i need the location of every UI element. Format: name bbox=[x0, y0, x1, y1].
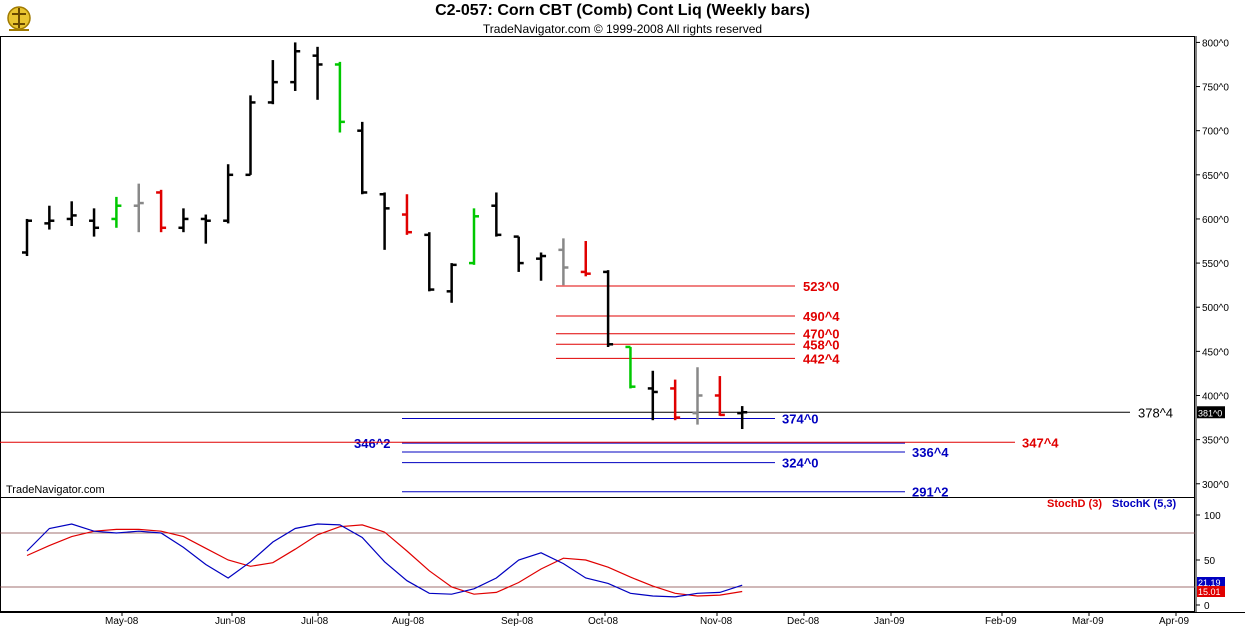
ohlc-bar bbox=[737, 406, 748, 430]
oscillator-panel-border bbox=[0, 497, 1195, 612]
x-tick-label: Apr-09 bbox=[1159, 616, 1189, 627]
ohlc-bar bbox=[692, 367, 703, 425]
y-tick-label: 650^0 bbox=[1202, 171, 1229, 182]
x-tick-label: Sep-08 bbox=[501, 616, 534, 627]
ohlc-bar bbox=[22, 218, 32, 257]
chart-title: C2-057: Corn CBT (Comb) Cont Liq (Weekly… bbox=[435, 2, 810, 19]
level-label: 458^0 bbox=[803, 337, 840, 352]
y-tick-label: 300^0 bbox=[1202, 480, 1229, 491]
stochd-badge-text: 15.01 bbox=[1198, 587, 1221, 597]
ohlc-bar bbox=[44, 205, 55, 230]
stochk-badge bbox=[1197, 577, 1225, 588]
price-panel-border bbox=[0, 36, 1195, 498]
y-tick-label: 750^0 bbox=[1202, 83, 1229, 94]
ohlc-bar bbox=[156, 189, 167, 233]
y-tick-label: 450^0 bbox=[1202, 347, 1229, 358]
ohlc-bar bbox=[111, 196, 122, 228]
y-tick-label: 350^0 bbox=[1202, 436, 1229, 447]
y-tick-label: 600^0 bbox=[1202, 215, 1229, 226]
ohlc-bar bbox=[312, 46, 323, 100]
x-tick-label: Jun-08 bbox=[215, 616, 246, 627]
ohlc-bar bbox=[536, 252, 547, 281]
watermark-text: TradeNavigator.com bbox=[6, 484, 105, 496]
legend-stochk: StochK (5,3) bbox=[1112, 498, 1177, 510]
ohlc-bar bbox=[513, 235, 524, 272]
ohlc-bar bbox=[245, 95, 256, 177]
level-label: 291^2 bbox=[912, 485, 949, 500]
ohlc-bar bbox=[379, 192, 390, 250]
level-label: 490^4 bbox=[803, 309, 840, 324]
y-tick-label: 800^0 bbox=[1202, 38, 1229, 49]
ohlc-bar bbox=[491, 192, 502, 237]
ohlc-bar bbox=[66, 201, 77, 227]
ohlc-bar bbox=[334, 61, 345, 133]
ohlc-bar bbox=[267, 60, 278, 105]
ohlc-bar bbox=[133, 183, 144, 233]
ohlc-bar bbox=[558, 238, 569, 286]
stochd-line bbox=[26, 524, 743, 597]
level-label: 374^0 bbox=[782, 411, 819, 426]
level-label: 336^4 bbox=[912, 445, 949, 460]
stochk-badge-text: 21.19 bbox=[1198, 578, 1221, 588]
level-label: 442^4 bbox=[803, 351, 840, 366]
osc-y-tick-label: 100 bbox=[1204, 511, 1221, 522]
ohlc-bar bbox=[603, 270, 614, 347]
ohlc-bar bbox=[290, 42, 301, 91]
current-price-label: 378^4 bbox=[1138, 405, 1173, 420]
x-tick-label: Dec-08 bbox=[787, 616, 820, 627]
ohlc-bar bbox=[223, 164, 234, 224]
y-tick-label: 550^0 bbox=[1202, 259, 1229, 270]
chart-subtitle: TradeNavigator.com © 1999-2008 All right… bbox=[482, 22, 763, 36]
ohlc-bar bbox=[670, 379, 681, 421]
stochd-badge bbox=[1197, 586, 1225, 597]
osc-y-tick-label: 0 bbox=[1204, 601, 1210, 612]
tradenavigator-logo-icon bbox=[4, 4, 34, 34]
x-tick-label: Aug-08 bbox=[392, 616, 425, 627]
y-tick-label: 500^0 bbox=[1202, 303, 1229, 314]
ohlc-bar bbox=[401, 194, 412, 235]
ohlc-bar bbox=[714, 376, 725, 417]
x-tick-label: Mar-09 bbox=[1072, 616, 1104, 627]
x-tick-label: Nov-08 bbox=[700, 616, 733, 627]
ohlc-bar bbox=[580, 241, 591, 277]
ohlc-bar bbox=[357, 121, 368, 195]
level-label: 346^2 bbox=[354, 436, 391, 451]
current-price-badge-text: 381^0 bbox=[1198, 408, 1222, 418]
ohlc-bar bbox=[469, 208, 479, 265]
x-tick-label: Jul-08 bbox=[301, 616, 329, 627]
x-tick-label: Feb-09 bbox=[985, 616, 1017, 627]
legend-stochd: StochD (3) bbox=[1047, 498, 1102, 510]
ohlc-bar bbox=[178, 208, 189, 233]
x-tick-label: May-08 bbox=[105, 616, 139, 627]
level-label: 347^4 bbox=[1022, 435, 1059, 450]
ohlc-bar bbox=[89, 208, 100, 237]
ohlc-bar bbox=[424, 232, 435, 292]
osc-y-tick-label: 50 bbox=[1204, 556, 1216, 567]
level-label: 324^0 bbox=[782, 456, 819, 471]
ohlc-bar bbox=[647, 370, 658, 421]
x-tick-label: Oct-08 bbox=[588, 616, 618, 627]
level-label: 470^0 bbox=[803, 327, 840, 342]
level-label: 523^0 bbox=[803, 279, 840, 294]
x-tick-label: Jan-09 bbox=[874, 616, 905, 627]
stochk-line bbox=[26, 523, 743, 598]
y-tick-label: 700^0 bbox=[1202, 127, 1229, 138]
ohlc-bar bbox=[200, 214, 211, 244]
ohlc-bar bbox=[446, 263, 457, 303]
y-tick-label: 400^0 bbox=[1202, 391, 1229, 402]
ohlc-bar bbox=[625, 345, 636, 389]
current-price-badge bbox=[1197, 406, 1225, 419]
